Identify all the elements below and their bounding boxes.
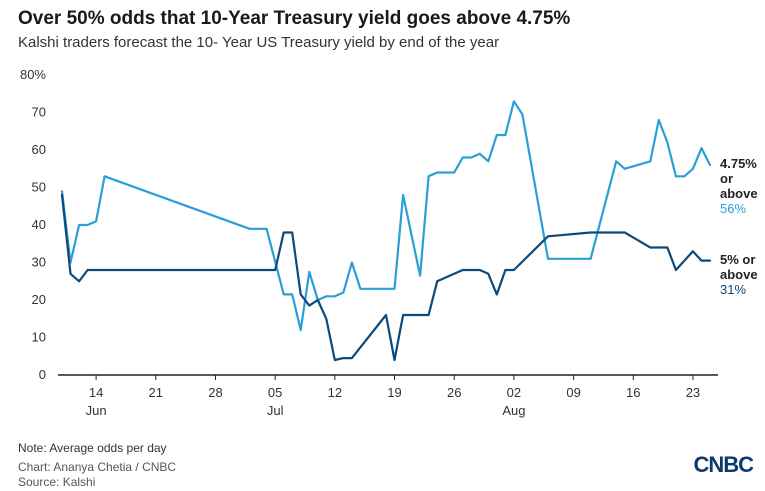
y-tick-label: 30 xyxy=(32,255,46,270)
y-tick-label: 0 xyxy=(39,367,46,382)
x-tick-label: 16 xyxy=(626,385,640,400)
chart-subtitle: Kalshi traders forecast the 10- Year US … xyxy=(18,34,500,51)
x-axis: 14 Jun 21 28 05 Jul 12 19 26 02 Aug 09 16 23 xyxy=(58,374,718,418)
x-tick-label: 23 xyxy=(686,385,700,400)
footer-credit: Chart: Ananya Chetia / CNBC xyxy=(18,460,177,474)
x-month-label: Jun xyxy=(86,403,107,418)
y-tick-label: 40 xyxy=(32,217,46,232)
x-tick-label: 28 xyxy=(208,385,222,400)
x-tick-label: 09 xyxy=(566,385,580,400)
series-5-or-above-label: above xyxy=(720,267,758,282)
cnbc-logo: CNBC xyxy=(693,452,754,477)
series-5-or-above-label: 5% or xyxy=(720,252,755,267)
x-tick-label: 26 xyxy=(447,385,461,400)
series-above-475-label: 4.75% xyxy=(720,156,757,171)
y-tick-label: 70 xyxy=(32,105,46,120)
series-above-475-label-value: 56% xyxy=(720,201,746,216)
footer-source: Source: Kalshi xyxy=(18,475,96,489)
series-layer xyxy=(60,100,712,362)
x-tick-label: 14 xyxy=(89,385,103,400)
y-tick-label: 10 xyxy=(32,330,46,345)
x-tick-label: 05 xyxy=(268,385,282,400)
series-above-475-line xyxy=(60,100,712,332)
y-axis: 0 10 20 30 40 50 60 70 80% xyxy=(20,67,46,382)
x-tick-label: 12 xyxy=(328,385,342,400)
y-tick-label: 60 xyxy=(32,142,46,157)
series-above-475-label: above xyxy=(720,186,758,201)
series-5-or-above-label-value: 31% xyxy=(720,282,746,297)
x-tick-label: 19 xyxy=(387,385,401,400)
y-tick-label: 50 xyxy=(32,180,46,195)
x-tick-label: 21 xyxy=(149,385,163,400)
y-tick-label: 20 xyxy=(32,292,46,307)
series-5-or-above-line xyxy=(60,193,712,362)
x-month-label: Aug xyxy=(502,403,525,418)
chart-title: Over 50% odds that 10-Year Treasury yiel… xyxy=(18,8,571,29)
x-month-label: Jul xyxy=(267,403,284,418)
footer-note: Note: Average odds per day xyxy=(18,441,167,455)
line-chart: 0 10 20 30 40 50 60 70 80% 14 Jun 21 28 05 Jul 12 19 26 0… xyxy=(20,67,758,418)
series-above-475-label: or xyxy=(720,171,733,186)
y-tick-label: 80% xyxy=(20,67,46,82)
x-tick-label: 02 xyxy=(507,385,521,400)
